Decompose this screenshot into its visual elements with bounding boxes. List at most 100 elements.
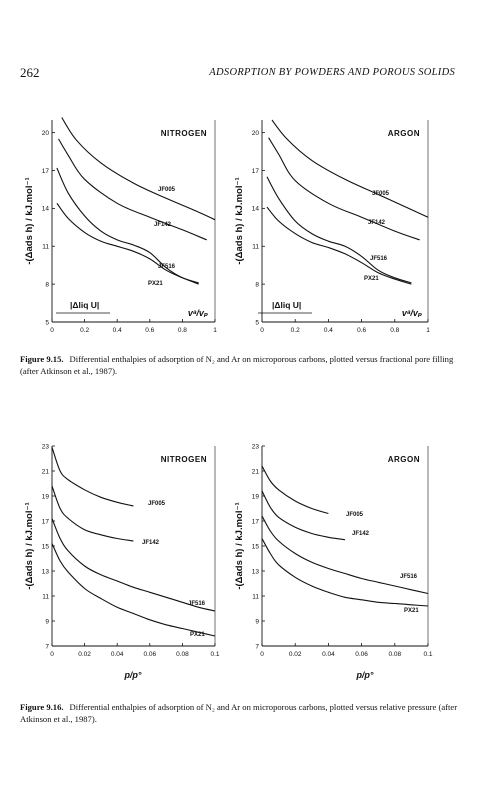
- x-tick-label: 1: [213, 327, 217, 334]
- series-label-jf142: JF142: [368, 220, 386, 226]
- series-line-jf516: [56, 167, 199, 284]
- y-tick-label: 11: [42, 244, 49, 251]
- y-tick-label: 7: [255, 643, 259, 650]
- x-tick-label: 0.08: [388, 651, 401, 658]
- series-line-px21: [261, 538, 429, 607]
- figure-15-label: Figure 9.15.: [20, 354, 64, 364]
- series-label-jf005: JF005: [346, 512, 364, 518]
- y-tick-label: 14: [42, 206, 50, 213]
- series-label-jf516: JF516: [188, 601, 206, 607]
- figure-16-caption: Figure 9.16. Differential enthalpies of a…: [20, 702, 460, 725]
- x-axis-label: p/p°: [123, 670, 141, 680]
- x-tick-label: 0.06: [355, 651, 368, 658]
- y-axis-label: -(Δads h) / kJ.mol⁻¹: [234, 502, 245, 589]
- y-axis-label: -(Δads h) / kJ.mol⁻¹: [234, 177, 245, 264]
- x-tick-label: 0.8: [390, 327, 399, 334]
- series-line-jf142: [268, 137, 420, 241]
- y-tick-label: 17: [252, 168, 260, 175]
- y-tick-label: 19: [252, 493, 260, 500]
- series-label-px21: PX21: [148, 281, 163, 287]
- x-tick-label: 0.4: [113, 327, 122, 334]
- y-tick-label: 17: [42, 518, 50, 525]
- series-line-jf005: [61, 117, 216, 221]
- y-tick-label: 23: [42, 443, 50, 450]
- series-label-jf005: JF005: [158, 187, 176, 193]
- series-label-jf516: JF516: [158, 264, 176, 270]
- y-tick-label: 20: [42, 130, 50, 137]
- series-label-jf005: JF005: [372, 191, 390, 197]
- series-line-jf005: [51, 447, 134, 507]
- y-axis-label: -(Δads h) / kJ.mol⁻¹: [24, 502, 35, 589]
- x-tick-label: 0.04: [322, 651, 335, 658]
- series-line-jf005: [261, 465, 329, 515]
- chart-panel-4: 0 0.02 0.04 0.06 0.08 0.1 7 9 11 13 15 17 19 21 23 ARGO…: [234, 443, 433, 680]
- y-tick-label: 9: [45, 618, 49, 625]
- chart-panel-2: 0 0.2 0.4 0.6 0.8 1 5 8 11 14 17 20 ARGON -(Δads h) /…: [234, 119, 430, 334]
- series-label-jf516: JF516: [400, 574, 418, 580]
- x-tick-label: 0: [50, 327, 54, 334]
- series-line-px21: [266, 206, 412, 285]
- x-tick-label: 0.08: [176, 651, 189, 658]
- y-tick-label: 11: [42, 593, 49, 600]
- figure-16-label: Figure 9.16.: [20, 702, 64, 712]
- series-line-jf142: [261, 490, 346, 541]
- annotation-label: |Δliq U|: [272, 300, 301, 310]
- figure-15-text: Differential enthalpies of adsorption of…: [20, 354, 454, 376]
- x-axis-label: vᵃ/vₚ: [188, 308, 208, 318]
- y-tick-label: 5: [255, 319, 259, 326]
- x-tick-label: 0.2: [291, 327, 300, 334]
- y-tick-label: 19: [42, 493, 50, 500]
- x-tick-label: 0.6: [357, 327, 366, 334]
- series-line-jf142: [51, 485, 134, 542]
- series-label-px21: PX21: [190, 632, 205, 638]
- y-axis-label: -(Δads h) / kJ.mol⁻¹: [24, 177, 35, 264]
- series-label-jf142: JF142: [154, 222, 172, 228]
- series-line-jf005: [271, 119, 429, 218]
- series-label-jf005: JF005: [148, 501, 166, 507]
- y-tick-label: 8: [255, 281, 259, 288]
- x-tick-label: 0.4: [324, 327, 333, 334]
- chart-title: ARGON: [388, 129, 420, 138]
- x-tick-label: 0.02: [78, 651, 91, 658]
- y-tick-label: 13: [42, 568, 50, 575]
- y-tick-label: 8: [45, 281, 49, 288]
- series-label-jf142: JF142: [352, 531, 370, 537]
- y-tick-label: 17: [252, 518, 260, 525]
- x-tick-label: 1: [426, 327, 430, 334]
- series-line-px21: [51, 543, 216, 637]
- x-tick-label: 0.1: [210, 651, 219, 658]
- annotation-label: |Δliq U|: [70, 300, 99, 310]
- x-tick-label: 0: [260, 327, 264, 334]
- x-axis-label: vᵃ/vₚ: [402, 308, 422, 318]
- series-line-jf142: [58, 138, 208, 241]
- figure-16-text: Differential enthalpies of adsorption of…: [20, 702, 458, 724]
- chart-title: NITROGEN: [161, 455, 207, 464]
- x-tick-label: 0.06: [143, 651, 156, 658]
- y-tick-label: 15: [252, 543, 260, 550]
- series-label-jf516: JF516: [370, 256, 388, 262]
- y-tick-label: 20: [252, 130, 260, 137]
- figure-15-caption: Figure 9.15. Differential enthalpies of a…: [20, 354, 460, 377]
- y-tick-label: 21: [252, 468, 260, 475]
- x-tick-label: 0.2: [80, 327, 89, 334]
- y-tick-label: 11: [252, 593, 259, 600]
- y-tick-label: 5: [45, 319, 49, 326]
- page-number: 262: [20, 65, 40, 80]
- y-tick-label: 14: [252, 206, 260, 213]
- chart-panel-1: 0 0.2 0.4 0.6 0.8 1 5 8 11 14 17 20 NITROGEN -(Δads h…: [24, 117, 217, 334]
- y-tick-label: 7: [45, 643, 49, 650]
- x-tick-label: 0: [50, 651, 54, 658]
- x-tick-label: 0.02: [289, 651, 302, 658]
- y-tick-label: 9: [255, 618, 259, 625]
- y-tick-label: 17: [42, 168, 50, 175]
- x-tick-label: 0.1: [423, 651, 432, 658]
- series-line-jf516: [51, 518, 216, 612]
- x-axis-label: p/p°: [355, 670, 373, 680]
- y-tick-label: 21: [42, 468, 50, 475]
- x-tick-label: 0.6: [145, 327, 154, 334]
- series-label-px21: PX21: [364, 276, 379, 282]
- x-tick-label: 0.04: [111, 651, 124, 658]
- y-tick-label: 11: [252, 244, 259, 251]
- chart-title: NITROGEN: [161, 129, 207, 138]
